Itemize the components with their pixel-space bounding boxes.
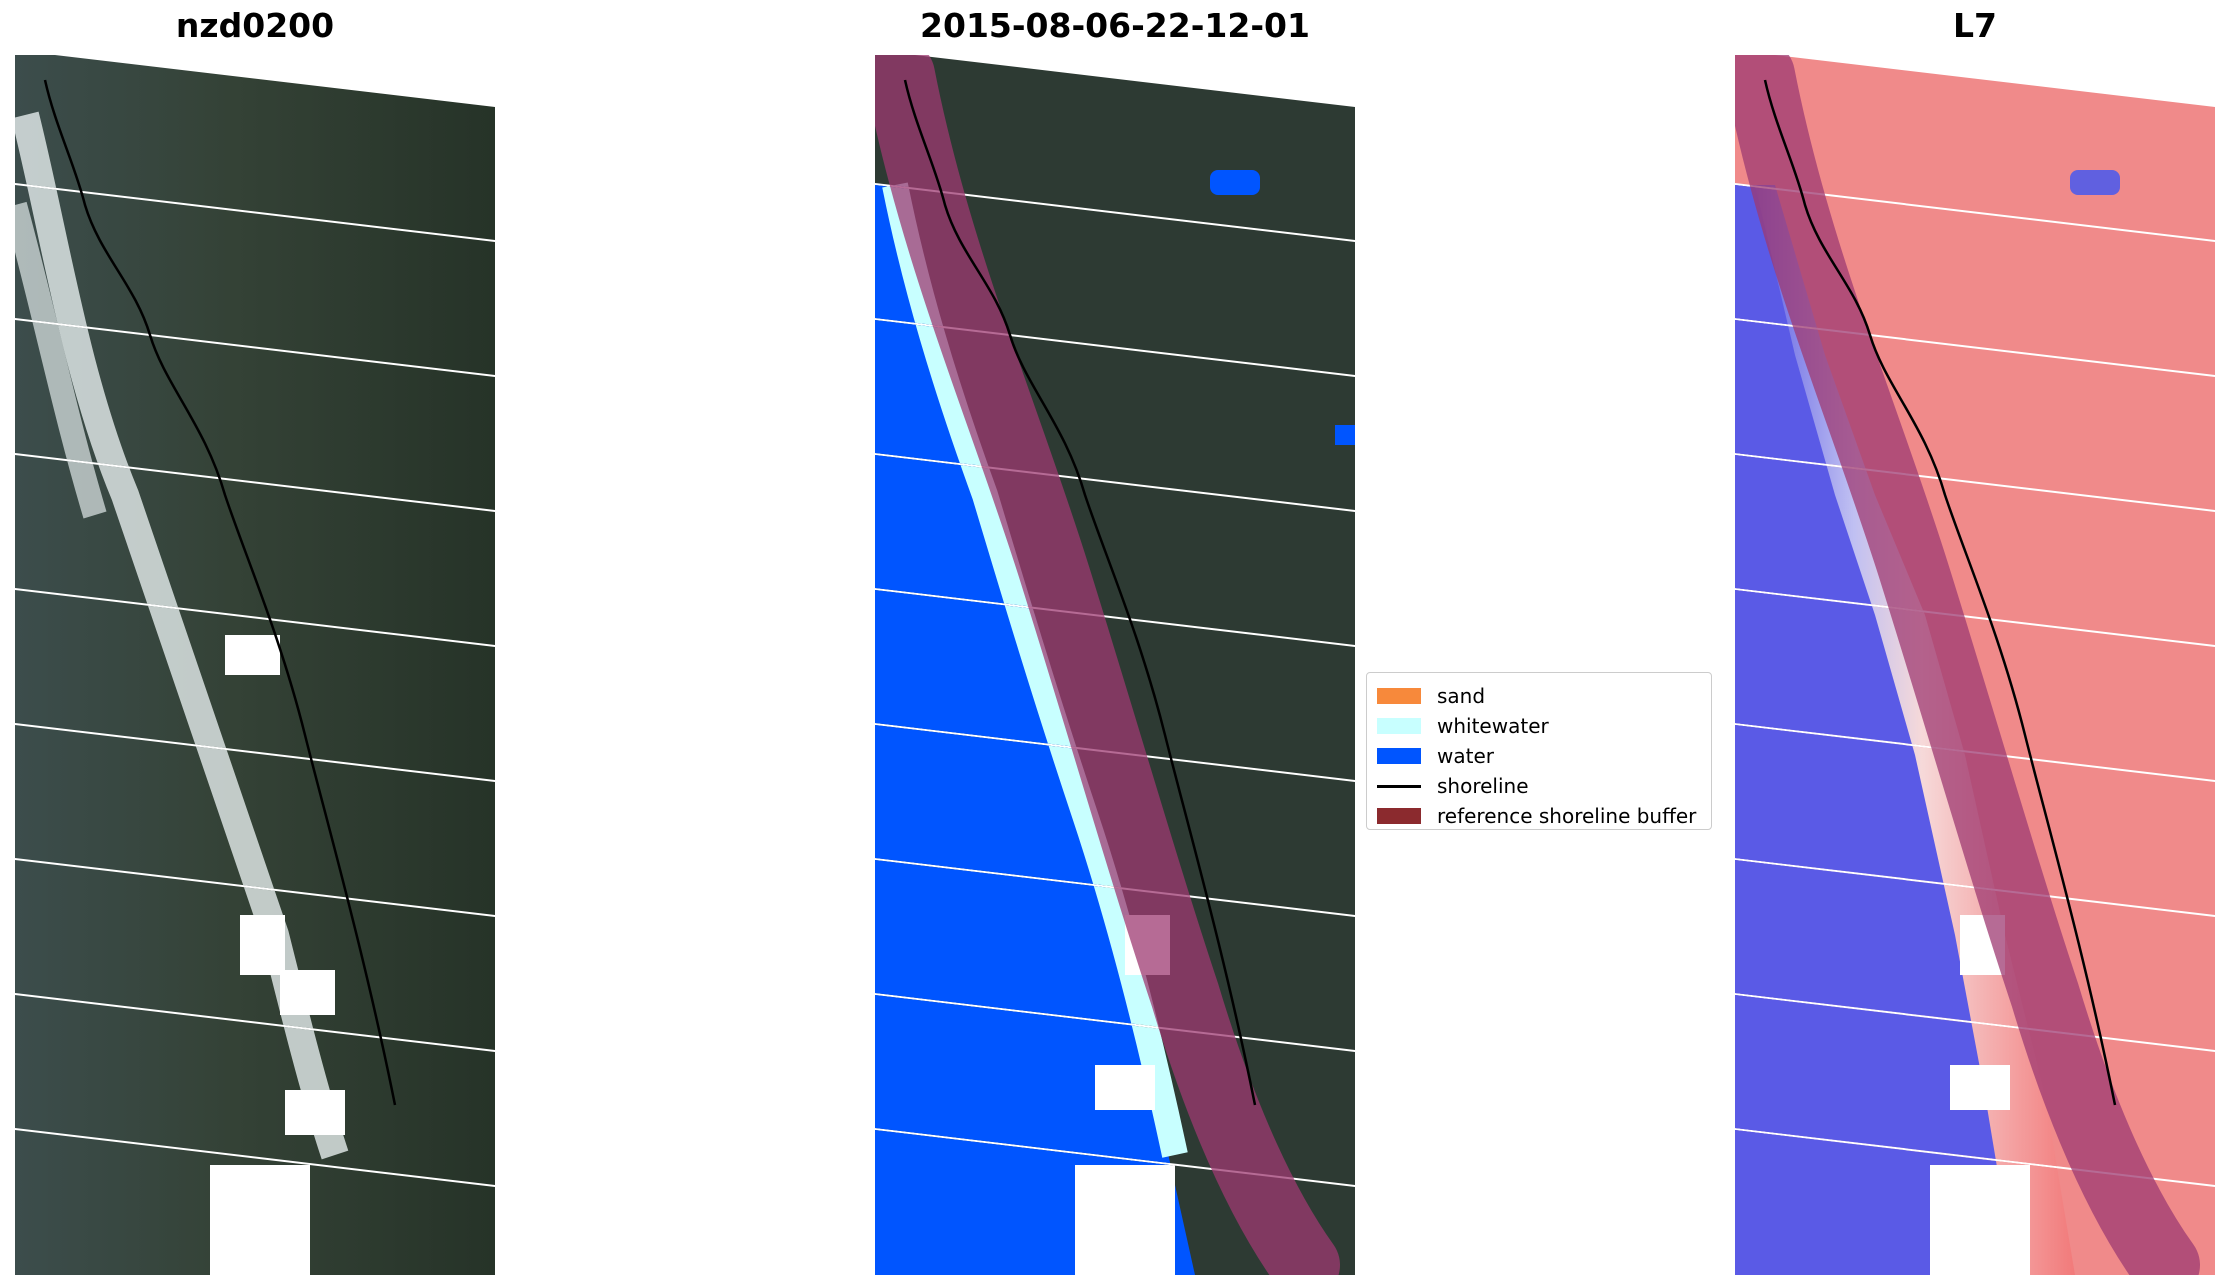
panel-title-classification: 2015-08-06-22-12-01 bbox=[920, 6, 1310, 45]
shoreline-line-icon bbox=[1377, 778, 1421, 794]
buffer-swatch bbox=[1377, 808, 1421, 824]
legend-label: water bbox=[1437, 744, 1494, 768]
whitewater-swatch bbox=[1377, 718, 1421, 734]
legend-item-whitewater: whitewater bbox=[1377, 711, 1701, 741]
panel-title-index: L7 bbox=[1953, 6, 1997, 45]
legend-item-sand: sand bbox=[1377, 681, 1701, 711]
legend-label: shoreline bbox=[1437, 774, 1529, 798]
panel-title-rgb: nzd0200 bbox=[175, 6, 335, 45]
classification-panel bbox=[875, 55, 1355, 1275]
legend-item-water: water bbox=[1377, 741, 1701, 771]
index-image-panel bbox=[1735, 55, 2215, 1275]
sand-swatch bbox=[1377, 688, 1421, 704]
legend: sand whitewater water shoreline referenc… bbox=[1366, 672, 1712, 830]
rgb-image-panel bbox=[15, 55, 495, 1275]
legend-label: sand bbox=[1437, 684, 1486, 708]
water-swatch bbox=[1377, 748, 1421, 764]
legend-item-shoreline: shoreline bbox=[1377, 771, 1701, 801]
legend-label: reference shoreline buffer bbox=[1437, 804, 1697, 828]
legend-item-buffer: reference shoreline buffer bbox=[1377, 801, 1701, 831]
legend-label: whitewater bbox=[1437, 714, 1549, 738]
